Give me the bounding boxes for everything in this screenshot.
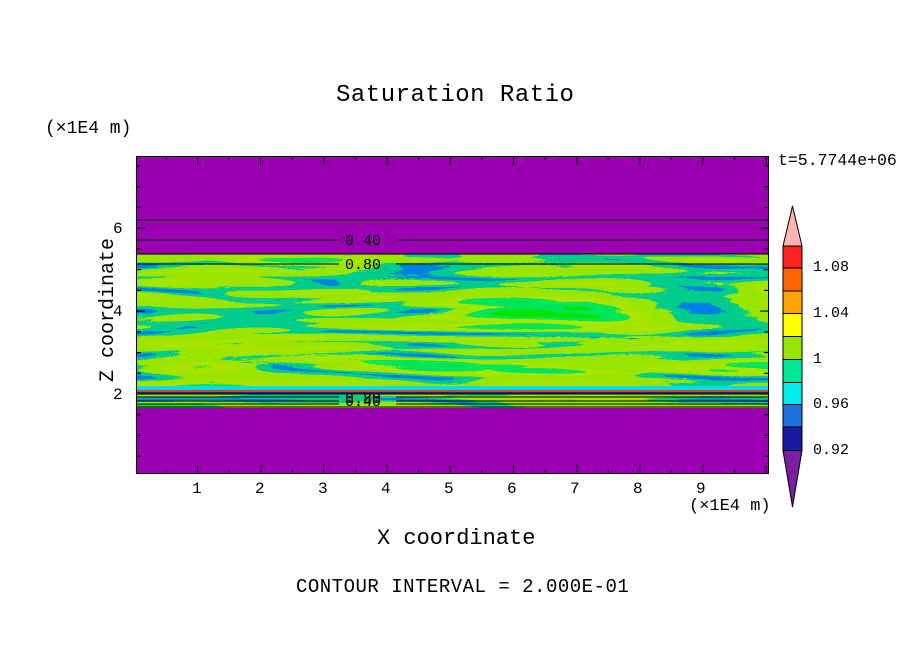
svg-text:0.40: 0.40: [345, 233, 381, 250]
svg-text:0.80: 0.80: [345, 257, 381, 274]
svg-text:0.40: 0.40: [345, 394, 381, 411]
